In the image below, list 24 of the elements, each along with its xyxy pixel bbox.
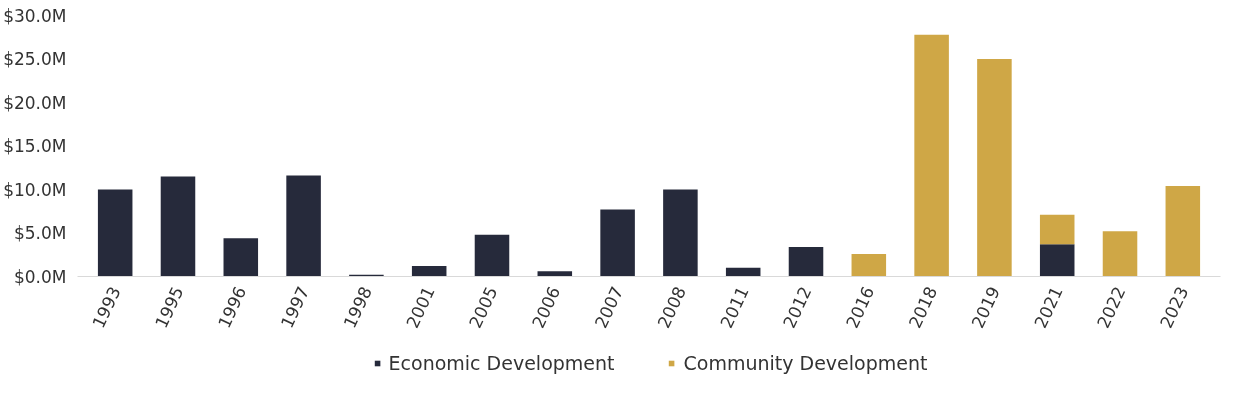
y-tick-label: $20.0M: [3, 92, 67, 113]
y-tick-label: $30.0M: [3, 5, 67, 26]
x-tick-label: 2012: [779, 283, 816, 332]
x-tick-label: 2007: [590, 283, 628, 332]
x-tick-label: 2006: [527, 283, 565, 332]
x-tick-label: 2022: [1093, 283, 1130, 332]
legend-label: Community Development: [683, 351, 928, 374]
x-tick-label: 1997: [276, 283, 314, 332]
x-tick-label: 2018: [904, 283, 942, 332]
x-tick-label: 1995: [151, 283, 188, 332]
y-tick-label: $10.0M: [3, 179, 67, 200]
y-tick-label: $0.0M: [13, 266, 67, 287]
x-tick-label: 2005: [465, 283, 502, 332]
legend-label: Economic Development: [388, 351, 615, 374]
x-tick-label: 2016: [841, 283, 879, 332]
x-tick-label: 2019: [967, 283, 1004, 332]
y-tick-label: $25.0M: [3, 49, 67, 69]
x-tick-label: 2023: [1155, 283, 1193, 332]
y-tick-label: $5.0M: [13, 223, 67, 243]
x-tick-label: 1998: [339, 283, 376, 332]
y-tick-label: $15.0M: [3, 136, 67, 156]
x-tick-label: 2008: [653, 283, 690, 332]
x-tick-label: 1993: [88, 283, 125, 332]
x-tick-label: 1996: [213, 283, 251, 332]
